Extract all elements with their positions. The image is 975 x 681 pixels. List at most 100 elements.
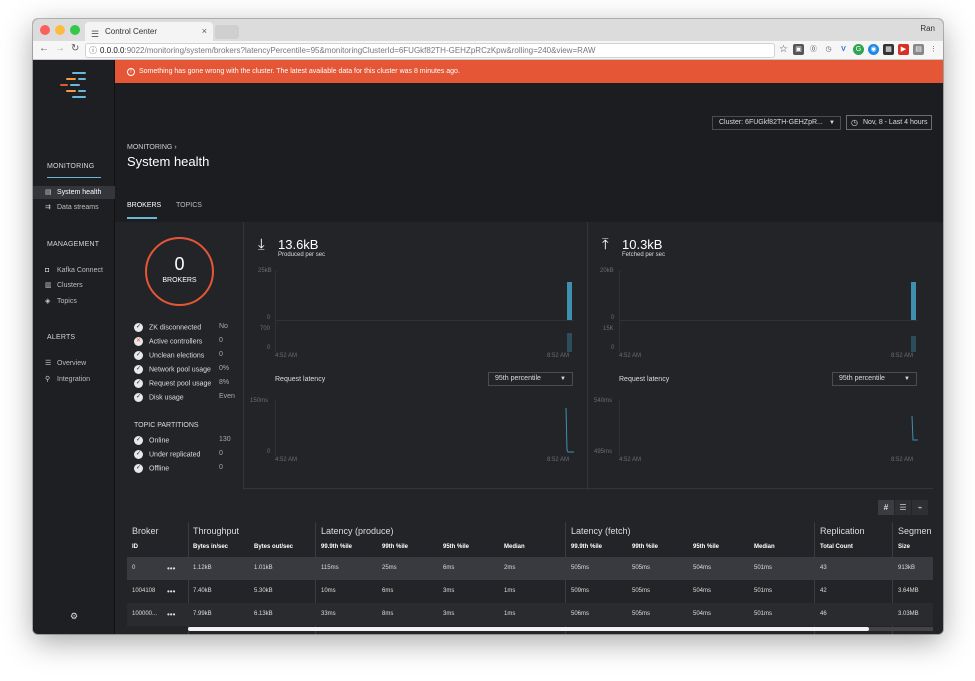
bar-view-icon[interactable]: ☰ (895, 500, 911, 515)
col-fetch-99[interactable]: 99th %ile (632, 544, 659, 550)
partition-online: ✓ Online 130 (134, 436, 231, 445)
col-produce-999[interactable]: 99.9th %ile (321, 544, 353, 550)
extension-5-icon[interactable]: G (853, 44, 864, 55)
row-menu-icon[interactable]: ••• (167, 610, 176, 619)
browser-tab[interactable]: ☰ Control Center × (85, 22, 213, 41)
table-view-icon[interactable]: # (878, 500, 894, 515)
menu-icon[interactable]: ⋮ (930, 46, 937, 53)
browser-window: ☰ Control Center × Ran ← → ↻ ⓘ 0.0.0.0:9… (33, 19, 943, 634)
extension-4-icon[interactable]: V (841, 46, 846, 53)
produced-latency-chart (275, 400, 574, 456)
extension-9-icon[interactable]: ▤ (913, 44, 924, 55)
url-input[interactable]: ⓘ 0.0.0.0:9022/monitoring/system/brokers… (85, 43, 775, 58)
cell-segment-size: 3.03MB (898, 611, 919, 617)
minimize-window-button[interactable] (55, 25, 65, 35)
cell-fetch-median: 501ms (754, 611, 773, 617)
new-tab-button[interactable] (215, 25, 239, 39)
produced-latency-line (565, 407, 574, 453)
fetched-latency-chart (619, 400, 918, 456)
sidebar-item-system-health[interactable]: ▤ System health (33, 186, 115, 199)
time-range-button[interactable]: ◷ Nov, 8 - Last 4 hours (846, 115, 932, 130)
sidebar-item-data-streams[interactable]: ⇉ Data streams (33, 201, 115, 214)
check-request-pool-usage: ✓ Request pool usage 8% (134, 379, 229, 388)
col-bytes-in[interactable]: Bytes in/sec (193, 544, 229, 550)
partition-offline: ✓ Offline 0 (134, 464, 223, 473)
close-window-button[interactable] (40, 25, 50, 35)
produced-x-start: 4:52 AM (275, 353, 298, 359)
check-value: Even (219, 393, 235, 400)
col-produce-99[interactable]: 99th %ile (382, 544, 409, 550)
extension-1-icon[interactable]: ▣ (793, 44, 804, 55)
breadcrumb[interactable]: MONITORING › (127, 144, 177, 151)
cell-produce-99: 6ms (382, 588, 394, 594)
extension-7-icon[interactable]: ▦ (883, 44, 894, 55)
col-fetch-median[interactable]: Median (754, 544, 775, 550)
settings-gear-icon[interactable]: ⚙ (70, 611, 79, 621)
tab-topics[interactable]: TOPICS (176, 202, 202, 209)
sidebar-item-integration[interactable]: ⚲ Integration (33, 373, 115, 386)
line-view-icon[interactable]: ⌁ (912, 500, 928, 515)
col-id[interactable]: ID (132, 544, 138, 550)
fetched-y2-zero: 0 (611, 345, 615, 351)
col-produce-95[interactable]: 95th %ile (443, 544, 470, 550)
sidebar-item-topics[interactable]: ◈ Topics (33, 295, 115, 308)
forward-icon[interactable]: → (55, 43, 65, 54)
produced-percentile-select[interactable]: 95th percentile ▼ (488, 372, 573, 386)
group-broker: Broker (132, 526, 159, 536)
back-icon[interactable]: ← (39, 43, 49, 54)
horizontal-scrollbar[interactable] (188, 627, 933, 631)
sidebar-item-kafka-connect[interactable]: ◘ Kafka Connect (33, 264, 115, 277)
col-bytes-out[interactable]: Bytes out/sec (254, 544, 294, 550)
fetched-latency-x-end: 8:52 AM (891, 457, 914, 463)
produced-latency-top: 150ms (250, 398, 269, 404)
fetched-latency-line (911, 415, 918, 441)
maximize-window-button[interactable] (70, 25, 80, 35)
fetched-bar (911, 282, 916, 320)
cell-fetch-95: 504ms (693, 588, 712, 594)
fetched-percentile-select[interactable]: 95th percentile ▼ (832, 372, 917, 386)
tab-title: Control Center (105, 27, 158, 36)
col-produce-median[interactable]: Median (504, 544, 525, 550)
col-segment-size[interactable]: Size (898, 544, 911, 550)
broker-count: 0 (174, 254, 185, 274)
cell-fetch-99: 505ms (632, 588, 651, 594)
extension-icons: ☆ ▣ ⓪ ◷ V G ◉ ▦ ▶ ▤ ⋮ (778, 44, 939, 55)
bookmark-star-icon[interactable]: ☆ (779, 44, 788, 55)
url-host: 0.0.0.0 (100, 46, 125, 55)
row-menu-icon[interactable]: ••• (167, 587, 176, 596)
table-row[interactable]: 100000... ••• 7.99kB 6.13kB 33ms 8ms 3ms… (127, 603, 933, 626)
cell-fetch-95: 504ms (693, 611, 712, 617)
cluster-select[interactable]: Cluster: 6FUGkf82TH-GEHZpR... ▼ (712, 116, 841, 130)
check-active-controllers: ✕ Active controllers 0 (134, 337, 223, 346)
check-value: 0 (219, 450, 223, 457)
extension-3-icon[interactable]: ◷ (825, 46, 832, 53)
col-fetch-95[interactable]: 95th %ile (693, 544, 720, 550)
produced-y-zero: 0 (267, 315, 271, 321)
tab-close-icon[interactable]: × (201, 26, 207, 36)
check-icon: ✓ (134, 450, 143, 459)
fetched-y2-top: 15K (603, 326, 614, 332)
extension-8-icon[interactable]: ▶ (898, 44, 909, 55)
col-replication-total[interactable]: Total Count (820, 544, 853, 550)
cell-produce-99: 25ms (382, 565, 397, 571)
cell-fetch-999: 509ms (571, 588, 590, 594)
produced-latency-x-end: 8:52 AM (547, 457, 570, 463)
row-menu-icon[interactable]: ••• (167, 564, 176, 573)
chevron-down-icon: ▼ (829, 120, 835, 126)
sidebar-item-label: Kafka Connect (57, 267, 103, 274)
info-icon[interactable]: ⓘ (89, 46, 97, 55)
reload-icon[interactable]: ↻ (71, 43, 80, 54)
col-fetch-999[interactable]: 99.9th %ile (571, 544, 603, 550)
grid-line (620, 320, 918, 321)
sidebar-item-overview[interactable]: ☰ Overview (33, 357, 115, 370)
extension-6-icon[interactable]: ◉ (868, 44, 879, 55)
group-latency-fetch: Latency (fetch) (571, 526, 631, 536)
table-row[interactable]: 0 ••• 1.12kB 1.01kB 115ms 25ms 6ms 2ms 5… (127, 557, 933, 580)
table-row[interactable]: 1004108 ••• 7.40kB 5.30kB 10ms 6ms 3ms 1… (127, 580, 933, 603)
tab-brokers[interactable]: BROKERS (127, 202, 162, 209)
profile-name[interactable]: Ran (920, 24, 935, 33)
produced-value: 13.6kB (278, 237, 319, 252)
sidebar-item-clusters[interactable]: ▥ Clusters (33, 279, 115, 292)
extension-2-icon[interactable]: ⓪ (810, 46, 817, 53)
scrollbar-thumb[interactable] (188, 627, 869, 631)
